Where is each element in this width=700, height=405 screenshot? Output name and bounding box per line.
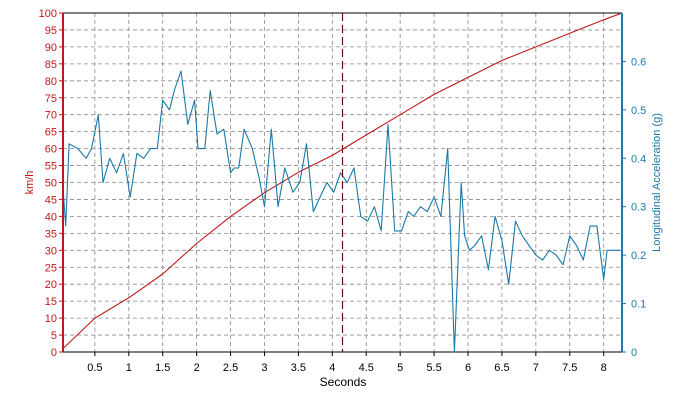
x-tick-label: 1 (126, 362, 132, 374)
left-tick-label: 25 (45, 262, 57, 274)
x-tick-label: 1.5 (155, 362, 170, 374)
right-tick-label: 0.2 (631, 250, 646, 262)
left-tick-label: 0 (51, 347, 57, 359)
right-tick-label: 0.3 (631, 202, 646, 214)
left-tick-label: 100 (39, 8, 57, 20)
left-tick-label: 95 (45, 25, 57, 37)
left-tick-label: 70 (45, 110, 57, 122)
series-lines (62, 12, 623, 353)
x-tick-label: 3.5 (291, 362, 306, 374)
axes: 0510152025303540455055606570758085909510… (39, 8, 647, 374)
series-line-acceleration (62, 70, 621, 353)
right-tick-label: 0.5 (631, 105, 646, 117)
x-tick-label: 5.5 (426, 362, 441, 374)
right-tick-label: 0.6 (631, 56, 646, 68)
left-tick-label: 15 (45, 296, 57, 308)
series-line-speed (62, 12, 623, 349)
right-tick-label: 0.4 (631, 153, 646, 165)
left-tick-label: 5 (51, 330, 57, 342)
right-tick-label: 0.1 (631, 299, 646, 311)
x-tick-label: 6.5 (494, 362, 509, 374)
x-tick-label: 7.5 (562, 362, 577, 374)
x-tick-label: 2 (194, 362, 200, 374)
left-tick-label: 60 (45, 144, 57, 156)
right-axis-label: Longitudinal Acceleration (g) (651, 113, 663, 252)
left-tick-label: 65 (45, 127, 57, 139)
x-tick-label: 3 (261, 362, 267, 374)
x-tick-label: 6 (465, 362, 471, 374)
left-tick-label: 80 (45, 76, 57, 88)
left-tick-label: 50 (45, 178, 57, 190)
x-tick-label: 0.5 (87, 362, 102, 374)
x-axis-label: Seconds (320, 375, 367, 389)
left-axis-label: km/h (24, 171, 36, 195)
x-tick-label: 7 (533, 362, 539, 374)
left-tick-label: 45 (45, 194, 57, 206)
left-tick-label: 35 (45, 228, 57, 240)
left-tick-label: 85 (45, 59, 57, 71)
left-tick-label: 30 (45, 245, 57, 257)
left-tick-label: 40 (45, 211, 57, 223)
left-tick-label: 55 (45, 161, 57, 173)
x-tick-label: 5 (397, 362, 403, 374)
left-tick-label: 90 (45, 42, 57, 54)
x-tick-label: 2.5 (223, 362, 238, 374)
x-tick-label: 8 (601, 362, 607, 374)
left-tick-label: 10 (45, 313, 57, 325)
right-tick-label: 0 (631, 347, 637, 359)
x-tick-label: 4.5 (359, 362, 374, 374)
x-tick-label: 4 (329, 362, 335, 374)
left-tick-label: 20 (45, 279, 57, 291)
grid (63, 13, 622, 352)
left-tick-label: 75 (45, 93, 57, 105)
